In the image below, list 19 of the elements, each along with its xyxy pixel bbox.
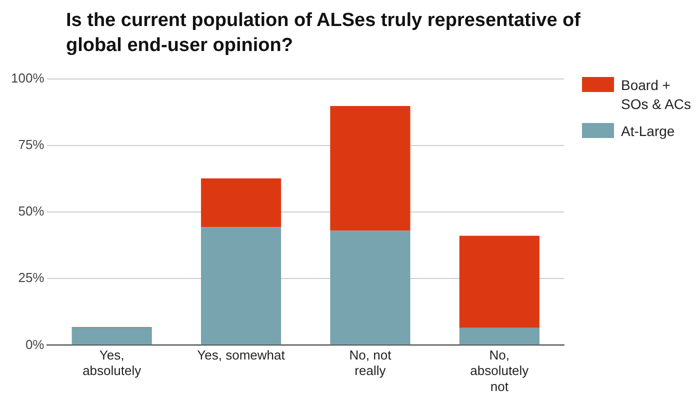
chart-title: Is the current population of ALSes truly representative of global end-user opinion? xyxy=(66,9,582,58)
bar xyxy=(459,328,540,345)
bar xyxy=(200,227,282,345)
y-tick-label: 25% xyxy=(18,270,45,286)
x-tick-label: No, not really xyxy=(349,348,392,378)
y-tick-label: 100% xyxy=(11,70,45,86)
bar xyxy=(459,236,540,328)
bar xyxy=(330,106,410,231)
bar xyxy=(200,178,282,228)
bar xyxy=(330,230,410,345)
y-tick-label: 75% xyxy=(18,136,45,152)
legend-label: At-Large xyxy=(621,122,675,141)
y-tick-label: 50% xyxy=(18,204,45,219)
x-tick-label: Yes, absolutely xyxy=(82,348,142,378)
x-tick-label: No, absolutely not xyxy=(470,348,530,394)
y-tick-label: 0% xyxy=(25,336,45,352)
bar xyxy=(72,328,152,345)
legend-label: Board + SOs & ACs xyxy=(621,76,692,114)
x-tick-label: Yes, somewhat xyxy=(197,348,286,363)
